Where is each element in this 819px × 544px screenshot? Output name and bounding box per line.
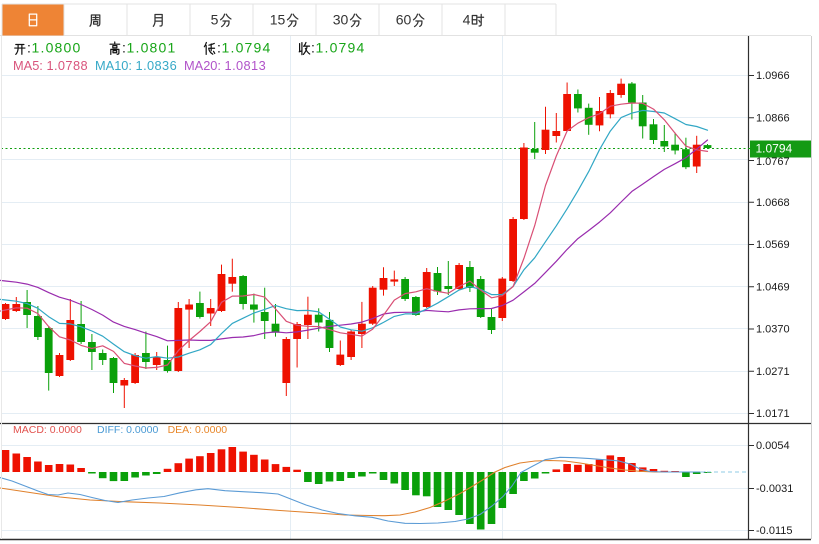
svg-text::: : (122, 40, 126, 56)
svg-text::: : (311, 40, 315, 56)
svg-text:0.0054: 0.0054 (756, 440, 790, 452)
svg-text:MA20: 1.0813: MA20: 1.0813 (184, 58, 266, 73)
svg-text:15: 15 (270, 12, 286, 28)
svg-text:1.0866: 1.0866 (756, 112, 790, 124)
svg-text:5: 5 (211, 12, 219, 28)
svg-text:DEA: 0.0000: DEA: 0.0000 (168, 424, 228, 436)
svg-text:1.0794: 1.0794 (316, 40, 366, 56)
svg-text:1.0569: 1.0569 (756, 239, 790, 251)
svg-text:MACD: 0.0000: MACD: 0.0000 (13, 424, 82, 436)
svg-text:1.0668: 1.0668 (756, 197, 790, 209)
svg-text:MA5: 1.0788: MA5: 1.0788 (13, 58, 88, 73)
svg-text:60: 60 (396, 12, 412, 28)
svg-text:30: 30 (333, 12, 349, 28)
svg-text:-0.0031: -0.0031 (756, 483, 793, 495)
svg-text:4: 4 (463, 12, 471, 28)
svg-text::: : (27, 40, 31, 56)
svg-text:1.0767: 1.0767 (756, 156, 790, 168)
svg-text:1.0271: 1.0271 (756, 366, 790, 378)
svg-text:1.0966: 1.0966 (756, 70, 790, 82)
svg-text:1.0801: 1.0801 (127, 40, 177, 56)
svg-text:1.0800: 1.0800 (32, 40, 82, 56)
svg-text:1.0794: 1.0794 (222, 40, 272, 56)
svg-text::: : (217, 40, 221, 56)
svg-text:MA10: 1.0836: MA10: 1.0836 (95, 58, 177, 73)
svg-text:1.0370: 1.0370 (756, 324, 790, 336)
svg-text:-0.0115: -0.0115 (756, 525, 793, 537)
svg-text:1.0469: 1.0469 (756, 281, 790, 293)
svg-text:1.0794: 1.0794 (756, 142, 793, 156)
svg-text:1.0171: 1.0171 (756, 408, 790, 420)
svg-text:DIFF: 0.0000: DIFF: 0.0000 (97, 424, 158, 436)
